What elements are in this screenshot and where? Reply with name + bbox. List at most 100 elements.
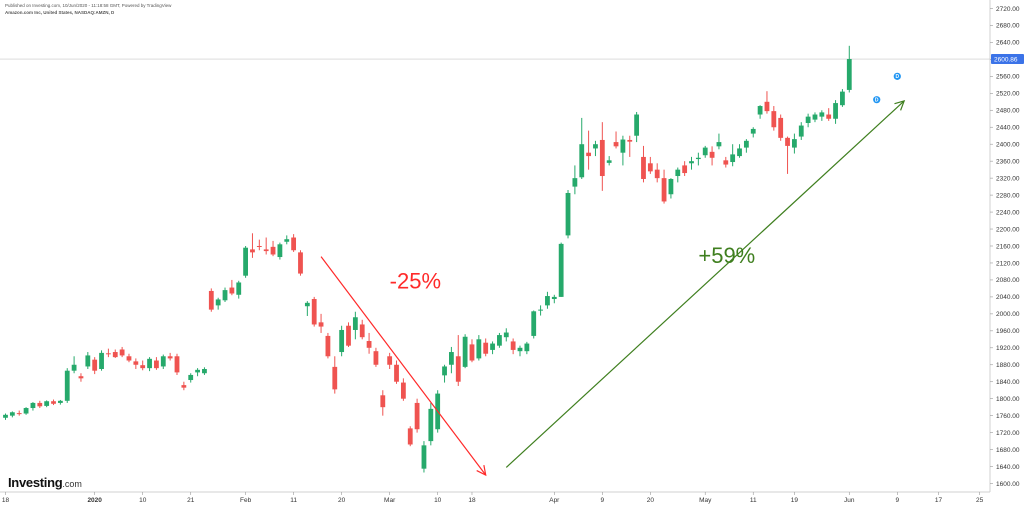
candle bbox=[407, 426, 413, 447]
candle-body bbox=[551, 296, 557, 300]
candle bbox=[455, 335, 461, 386]
candle bbox=[85, 352, 91, 369]
candle bbox=[469, 339, 475, 363]
x-tick-label: 10 bbox=[434, 497, 442, 504]
candle bbox=[503, 328, 509, 342]
candle-body bbox=[750, 128, 756, 134]
investing-logo: Investing.com bbox=[8, 474, 82, 492]
candle-body bbox=[51, 401, 56, 404]
candle-body bbox=[524, 343, 530, 352]
candle bbox=[284, 235, 290, 245]
rally-line bbox=[505, 100, 905, 468]
candle bbox=[579, 117, 585, 179]
candle bbox=[641, 145, 646, 183]
candle-body bbox=[112, 352, 118, 358]
candle bbox=[181, 381, 187, 391]
y-tick-label: 1800.00 bbox=[996, 396, 1020, 403]
x-tick-label: Apr bbox=[549, 497, 560, 504]
candle bbox=[366, 332, 372, 354]
candle bbox=[44, 400, 50, 408]
candle bbox=[51, 399, 56, 406]
candle bbox=[119, 346, 125, 358]
candle-body bbox=[764, 101, 770, 112]
candle bbox=[593, 140, 598, 157]
candle-body bbox=[476, 339, 482, 359]
x-tick-label: 25 bbox=[976, 497, 984, 504]
y-tick-label: 2640.00 bbox=[996, 40, 1020, 47]
y-tick-label: 2000.00 bbox=[996, 311, 1020, 318]
candle-body bbox=[661, 178, 667, 202]
candle-body bbox=[483, 342, 489, 354]
candle-body bbox=[414, 402, 420, 430]
x-tick-label: 21 bbox=[187, 497, 195, 504]
candle-body bbox=[304, 302, 310, 307]
candle-body bbox=[160, 356, 166, 367]
x-tick-label: 20 bbox=[647, 497, 655, 504]
candle-body bbox=[64, 370, 70, 401]
candle-body bbox=[387, 356, 393, 365]
candle-body bbox=[572, 178, 578, 187]
candle bbox=[339, 325, 345, 357]
candle bbox=[689, 156, 694, 170]
candle bbox=[483, 338, 489, 357]
published-note: Published on Investing.com, 10/Jun/2020 … bbox=[5, 3, 172, 8]
candle-body bbox=[222, 290, 228, 301]
candle-body bbox=[119, 349, 125, 356]
candle-body bbox=[826, 114, 832, 119]
y-tick-label: 2280.00 bbox=[996, 192, 1020, 199]
overlays: -25% +59% D D bbox=[320, 72, 906, 477]
candle bbox=[750, 127, 756, 138]
candle bbox=[325, 332, 331, 359]
candle bbox=[737, 144, 742, 158]
y-tick-label: 2720.00 bbox=[996, 6, 1020, 13]
candle bbox=[263, 237, 269, 255]
candle-body bbox=[599, 139, 605, 177]
candle-body bbox=[92, 359, 98, 371]
candle bbox=[812, 112, 818, 123]
candle-body bbox=[558, 243, 564, 297]
candle bbox=[833, 100, 838, 124]
candle bbox=[243, 246, 248, 278]
x-tick-label: 18 bbox=[468, 497, 476, 504]
candle bbox=[551, 294, 557, 304]
rally-arrowhead bbox=[894, 100, 906, 111]
candle-body bbox=[106, 353, 111, 355]
candle bbox=[311, 296, 317, 327]
candle bbox=[3, 413, 8, 420]
candle-body bbox=[730, 154, 736, 163]
candle-body bbox=[174, 356, 180, 373]
candle-body bbox=[634, 114, 640, 136]
y-tick-label: 2480.00 bbox=[996, 108, 1020, 115]
x-tick-label: Mar bbox=[384, 497, 396, 504]
candle bbox=[442, 364, 447, 383]
candle bbox=[634, 111, 640, 143]
candle-body bbox=[23, 408, 29, 414]
candle-body bbox=[394, 364, 399, 382]
candle-body bbox=[181, 385, 187, 388]
symbol-title: Amazon.com Inc, United States, NASDAQ:AM… bbox=[5, 10, 115, 15]
y-tick-label: 2200.00 bbox=[996, 226, 1020, 233]
y-tick-label: 2040.00 bbox=[996, 294, 1020, 301]
y-tick-label: 1640.00 bbox=[996, 464, 1020, 471]
candle bbox=[229, 279, 235, 296]
candle-body bbox=[723, 160, 729, 165]
candle bbox=[819, 110, 825, 121]
candle bbox=[256, 239, 262, 251]
x-tick-label: 9 bbox=[601, 497, 605, 504]
candle bbox=[627, 135, 633, 157]
candle bbox=[195, 368, 200, 377]
candle-body bbox=[641, 156, 646, 179]
y-tick-label: 1760.00 bbox=[996, 413, 1020, 420]
x-tick-label: 11 bbox=[290, 497, 297, 504]
candle bbox=[524, 341, 530, 355]
candle bbox=[647, 156, 653, 174]
candle bbox=[702, 145, 708, 158]
candle bbox=[126, 353, 132, 363]
candle-body bbox=[359, 324, 365, 338]
candle bbox=[387, 352, 393, 369]
candle-body bbox=[44, 401, 50, 406]
candle-body bbox=[709, 151, 715, 158]
candle bbox=[414, 398, 420, 433]
y-tick-label: 2160.00 bbox=[996, 243, 1020, 250]
candle bbox=[147, 357, 152, 372]
